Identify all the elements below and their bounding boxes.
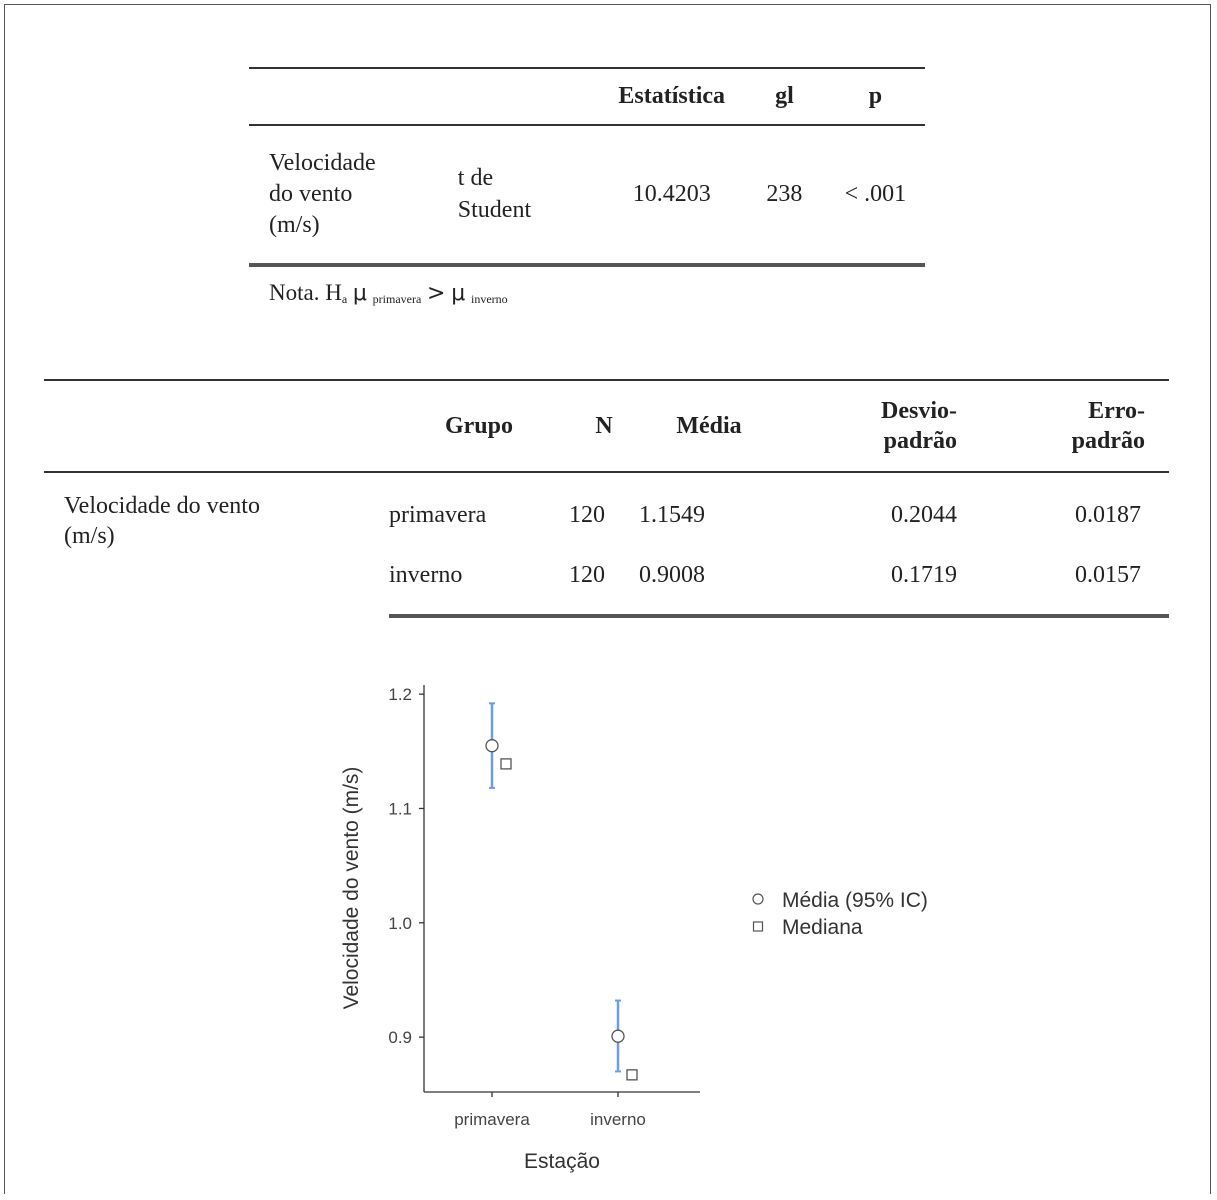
page-frame (4, 4, 1211, 1194)
header-desvio-padrao: Desvio- padrão (779, 379, 957, 473)
y-tick-label: 0.9 (388, 1028, 412, 1047)
t-test-header-row: Estatística gl p (249, 67, 925, 126)
x-axis-label: Estação (524, 1150, 600, 1173)
note-sub-inverno: inverno (470, 292, 508, 306)
descriptives-header-row: Grupo N Média Desvio- padrão Erro- padrã… (44, 379, 1169, 473)
y-tick-label: 1.0 (388, 914, 412, 933)
media-cell: 0.9008 (639, 558, 779, 618)
p-value-cell: < .001 (825, 125, 925, 267)
test-line: Student (457, 196, 532, 223)
test-line: t de (457, 165, 494, 192)
y-axis-label: Velocidade do vento (m/s) (340, 767, 363, 1010)
header-erro-padrao: Erro- padrão (957, 379, 1169, 473)
variable-line: Velocidade (269, 149, 376, 176)
grupo-cell: inverno (389, 558, 569, 618)
note-sub-a: a (341, 292, 348, 306)
n-value: 120 (569, 562, 605, 588)
desvio-cell: 0.2044 (891, 502, 957, 528)
legend-mean-marker (752, 893, 764, 905)
header-variable (44, 379, 389, 473)
header-statistic: Estatística (600, 67, 744, 126)
header-desvio-line1: Desvio- (881, 398, 957, 424)
erro-cell: 0.0187 (1075, 502, 1141, 528)
mean-point (485, 739, 499, 753)
y-tick-label: 1.1 (388, 799, 412, 818)
t-test-table: Estatística gl p Velocidade do vento (m/… (249, 67, 925, 267)
table-row: Velocidade do vento (m/s) primavera 120 … (44, 472, 1169, 558)
header-test (457, 67, 601, 126)
n-value: 120 (569, 502, 605, 528)
grupo-value: inverno (389, 562, 463, 588)
header-media: Média (639, 379, 779, 473)
header-erro-line2: padrão (1071, 428, 1145, 454)
variable-line: (m/s) (269, 212, 320, 239)
gl-cell: 238 (743, 125, 826, 267)
note-sub-primavera: primavera (372, 292, 422, 306)
variable-line: Velocidade do vento (64, 493, 260, 519)
legend-mean-label: Média (95% IC) (782, 889, 928, 912)
plot-legend: Média (95% IC) Mediana (752, 889, 928, 939)
table-row: inverno 120 0.9008 0.1719 0.0157 (44, 558, 1169, 618)
x-tick-label: primavera (454, 1110, 530, 1129)
header-desvio-line2: padrão (883, 428, 957, 454)
y-tick-label: 1.2 (388, 685, 412, 704)
header-grupo: Grupo (389, 379, 569, 473)
note-gt: > (427, 281, 446, 306)
median-point (626, 1069, 638, 1081)
legend-median-marker (752, 921, 764, 932)
header-n: N (569, 379, 639, 473)
median-point (500, 758, 512, 770)
note-mu-1: μ (352, 281, 367, 306)
grupo-value: primavera (389, 502, 487, 528)
t-test-row: Velocidade do vento (m/s) t de Student 1… (249, 125, 925, 267)
test-cell: t de Student (457, 125, 601, 267)
desvio-cell: 0.1719 (779, 558, 957, 618)
note-mu-2: μ (451, 281, 466, 306)
variable-line: do vento (269, 180, 353, 207)
variable-line: (m/s) (64, 523, 115, 549)
header-gl: gl (743, 67, 826, 126)
hypothesis-note: Nota. Ha μ primavera > μ inverno (269, 280, 508, 307)
legend-median-label: Mediana (782, 916, 863, 939)
x-tick-label: inverno (590, 1110, 646, 1129)
n-cell: 120 (569, 558, 639, 618)
erro-cell: 0.0157 (957, 558, 1169, 618)
n-cell: 120 (569, 472, 639, 558)
statistic-cell: 10.4203 (600, 125, 744, 267)
plot-axes: 0.9 1.0 1.1 1.2 primavera inverno (388, 685, 700, 1129)
mean-point (611, 1029, 625, 1043)
media-cell: 1.1549 (639, 502, 705, 528)
descriptives-table: Grupo N Média Desvio- padrão Erro- padrã… (44, 379, 1169, 618)
variable-cell: Velocidade do vento (m/s) (249, 125, 458, 267)
note-prefix: Nota. H (269, 280, 342, 305)
plot-marks (485, 702, 638, 1081)
grupo-cell: primavera (389, 472, 569, 558)
header-variable (249, 67, 458, 126)
variable-cell: Velocidade do vento (m/s) (44, 472, 389, 616)
header-p: p (825, 67, 925, 126)
header-erro-line1: Erro- (1088, 398, 1145, 424)
